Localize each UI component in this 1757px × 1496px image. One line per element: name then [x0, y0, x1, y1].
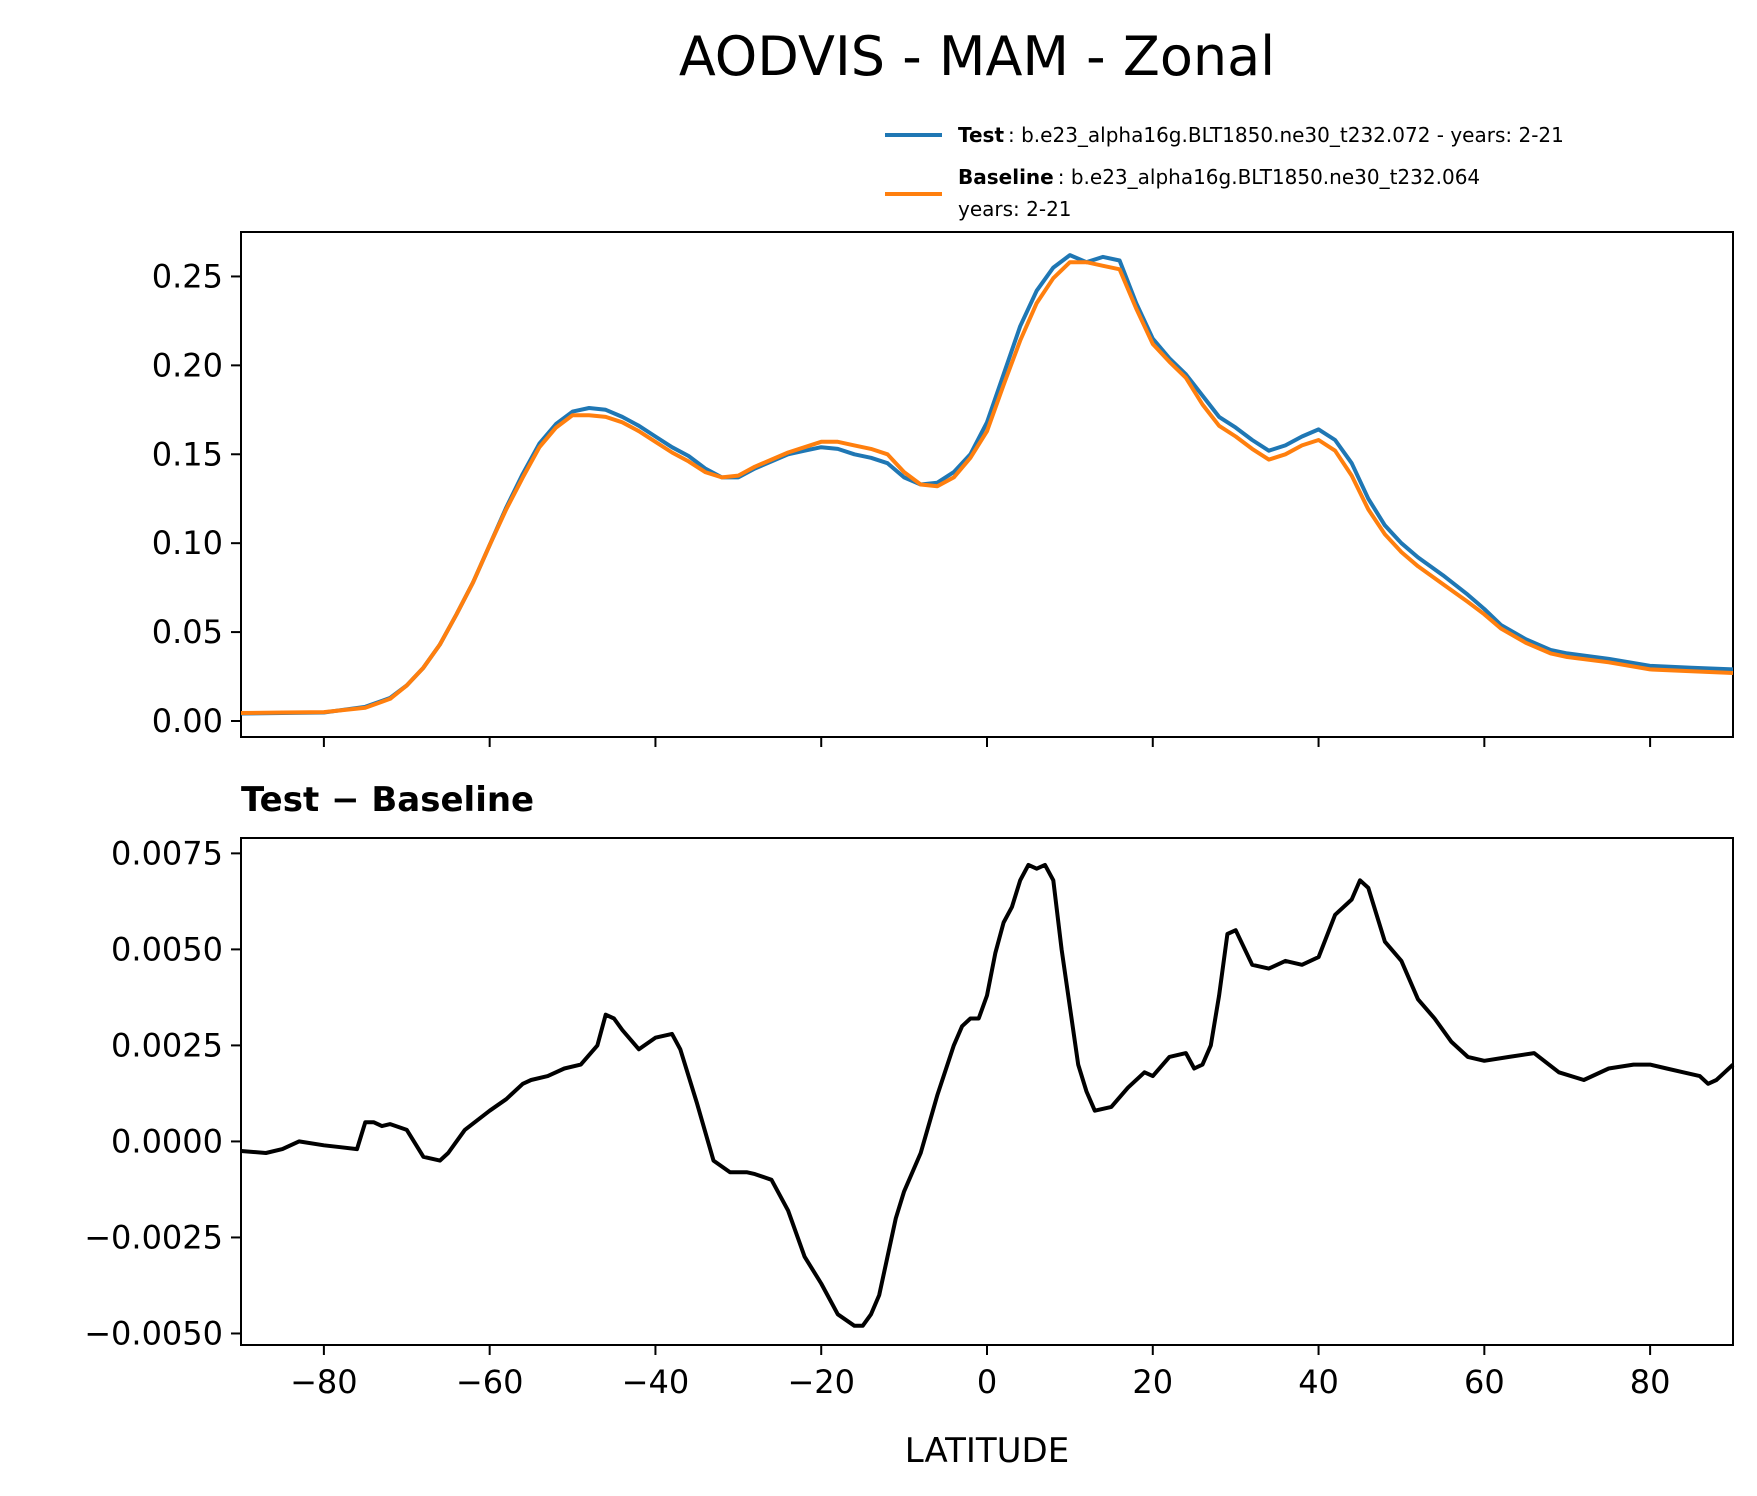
bottom-panel: −0.0050 −0.0025 0.0000 0.0025 0.0050 0.0075 −8…	[84, 834, 1735, 1401]
bottom-xtick-label: 60	[1464, 1363, 1505, 1401]
bottom-ytick-label: 0.0000	[111, 1122, 223, 1160]
top-ytick-label: 0.10	[152, 524, 223, 562]
legend-test-label: Test: b.e23_alpha16g.BLT1850.ne30_t232.0…	[958, 123, 1564, 147]
legend-baseline-years: years: 2-21	[958, 197, 1072, 221]
legend-baseline-label: Baseline: b.e23_alpha16g.BLT1850.ne30_t2…	[958, 165, 1480, 189]
bottom-ytick-label: −0.0050	[84, 1314, 223, 1352]
bottom-axes-frame	[240, 837, 1734, 1346]
top-ytick-label: 0.00	[152, 702, 223, 740]
bottom-xtick-label: −20	[787, 1363, 855, 1401]
bottom-xtick-label: 80	[1630, 1363, 1671, 1401]
bottom-ytick-label: 0.0025	[111, 1026, 223, 1064]
bottom-ytick-label: 0.0075	[111, 834, 223, 872]
bottom-plot-area: −0.0050 −0.0025 0.0000 0.0025 0.0050 0.0075 −8…	[84, 834, 1735, 1401]
bottom-xtick-label: 20	[1132, 1363, 1173, 1401]
bottom-xtick-label: −40	[622, 1363, 690, 1401]
top-axes-frame	[240, 231, 1734, 738]
legend-test-desc: : b.e23_alpha16g.BLT1850.ne30_t232.072 -…	[1008, 123, 1564, 147]
figure-title: AODVIS - MAM - Zonal	[679, 25, 1275, 88]
top-series-test-line	[240, 253, 1734, 716]
top-ytick-label: 0.25	[152, 257, 223, 295]
top-series-baseline-line	[240, 260, 1734, 715]
legend-baseline-desc: : b.e23_alpha16g.BLT1850.ne30_t232.064	[1058, 165, 1480, 189]
top-ytick-label: 0.05	[152, 613, 223, 651]
top-ytick-label: 0.20	[152, 346, 223, 384]
bottom-xtick-label: −60	[456, 1363, 524, 1401]
legend-test-name: Test	[958, 123, 1004, 147]
bottom-series-difference-line	[240, 862, 1735, 1328]
bottom-ytick-label: 0.0050	[111, 930, 223, 968]
top-plot-area: 0.00 0.05 0.10 0.15 0.20 0.25	[152, 231, 1734, 747]
legend: Test: b.e23_alpha16g.BLT1850.ne30_t232.0…	[885, 123, 1564, 221]
x-axis-label: LATITUDE	[905, 1431, 1069, 1471]
legend-baseline-name: Baseline	[958, 165, 1054, 189]
bottom-xtick-label: 0	[977, 1363, 997, 1401]
bottom-ytick-label: −0.0025	[84, 1218, 223, 1256]
bottom-xtick-label: 40	[1298, 1363, 1339, 1401]
top-panel: 0.00 0.05 0.10 0.15 0.20 0.25	[152, 231, 1734, 747]
top-ytick-label: 0.15	[152, 435, 223, 473]
diff-title: Test − Baseline	[241, 780, 534, 820]
bottom-xtick-label: −80	[290, 1363, 358, 1401]
